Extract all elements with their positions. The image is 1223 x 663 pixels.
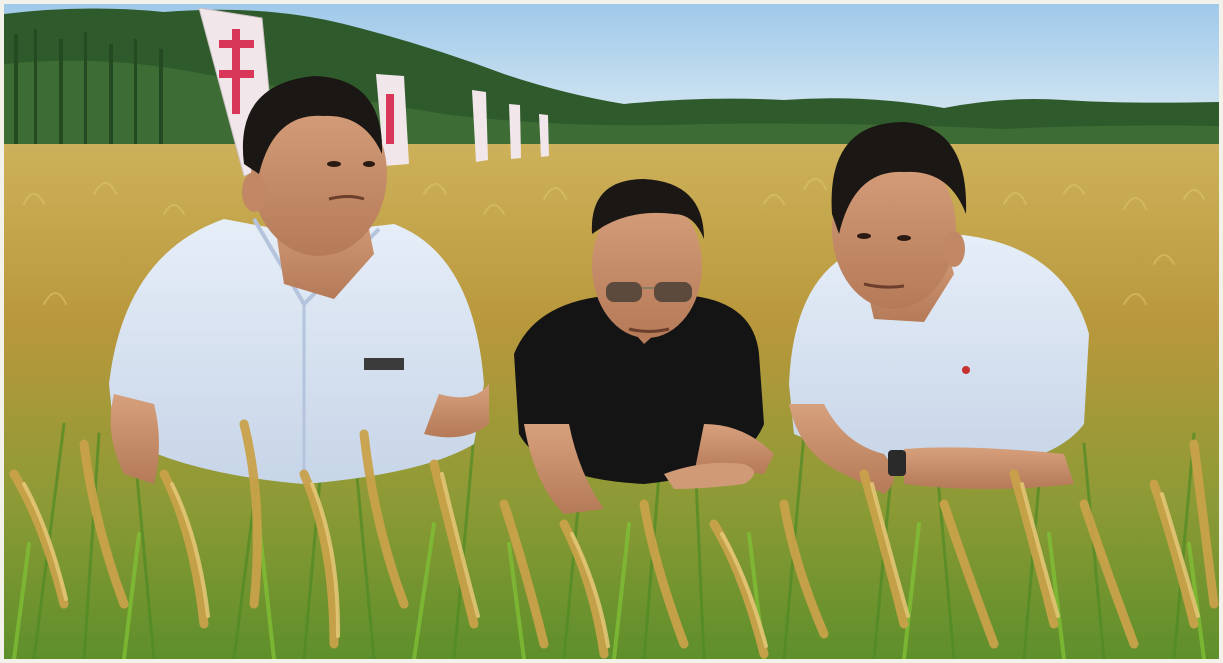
rice-field-photo: [4, 4, 1219, 659]
photo-frame: [4, 4, 1219, 659]
man-right: [789, 122, 1089, 494]
man-center: [514, 179, 774, 514]
foreground-rice-panicles: [9, 419, 1219, 659]
man-left: [109, 76, 489, 484]
